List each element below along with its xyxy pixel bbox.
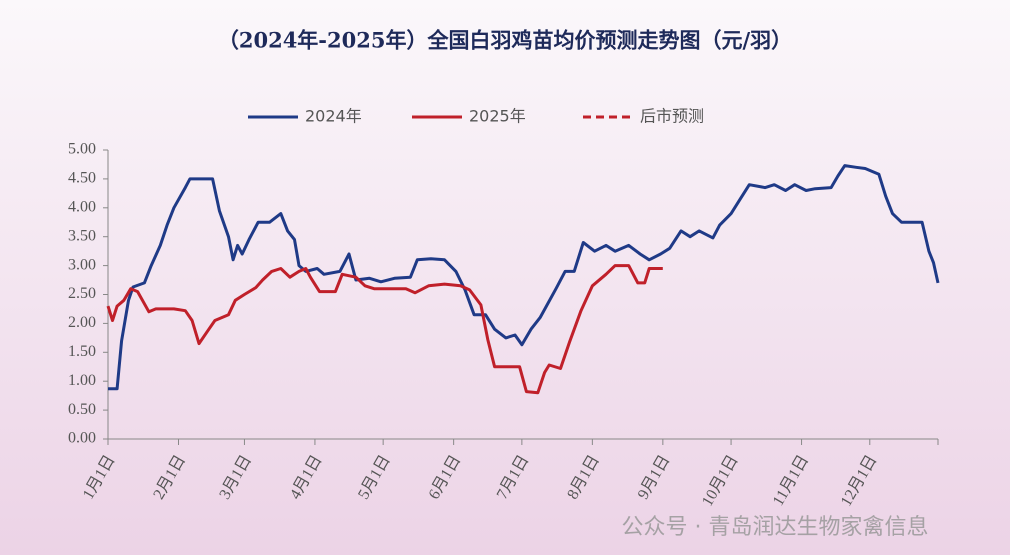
y-tick-label: 4.00	[68, 198, 96, 215]
legend-label: 2025年	[469, 107, 526, 126]
y-tick-label: 5.00	[68, 141, 96, 158]
legend-label: 2024年	[305, 107, 362, 126]
y-tick-label: 2.50	[68, 285, 96, 302]
y-tick-label: 1.50	[68, 343, 96, 360]
y-tick-label: 1.00	[68, 372, 96, 389]
series-line	[108, 164, 940, 391]
y-tick-label: 2.00	[68, 314, 96, 331]
watermark: 公众号 · 青岛润达生物家禽信息	[622, 515, 929, 540]
y-tick-label: 0.00	[68, 430, 96, 447]
y-tick-label: 4.50	[68, 170, 96, 187]
legend-label: 后市预测	[640, 107, 704, 126]
y-tick-label: 0.50	[68, 401, 96, 418]
y-tick-label: 3.50	[68, 227, 96, 244]
chart-title: （2024年-2025年）全国白羽鸡苗均价预测走势图（元/羽）	[218, 28, 792, 53]
series-line	[106, 264, 663, 395]
y-tick-label: 3.00	[68, 256, 96, 273]
